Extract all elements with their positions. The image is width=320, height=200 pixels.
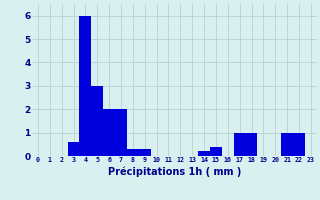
Bar (127, 149, 139, 156)
Bar (246, 133, 258, 156)
Bar (91, 86, 103, 156)
Bar (68, 142, 79, 156)
Bar (234, 133, 246, 156)
Bar (79, 16, 91, 156)
Bar (198, 151, 210, 156)
X-axis label: Précipitations 1h ( mm ): Précipitations 1h ( mm ) (108, 166, 241, 177)
Bar (103, 109, 115, 156)
Bar (293, 133, 305, 156)
Bar (115, 109, 127, 156)
Bar (281, 133, 293, 156)
Bar (139, 149, 151, 156)
Bar (210, 147, 222, 156)
